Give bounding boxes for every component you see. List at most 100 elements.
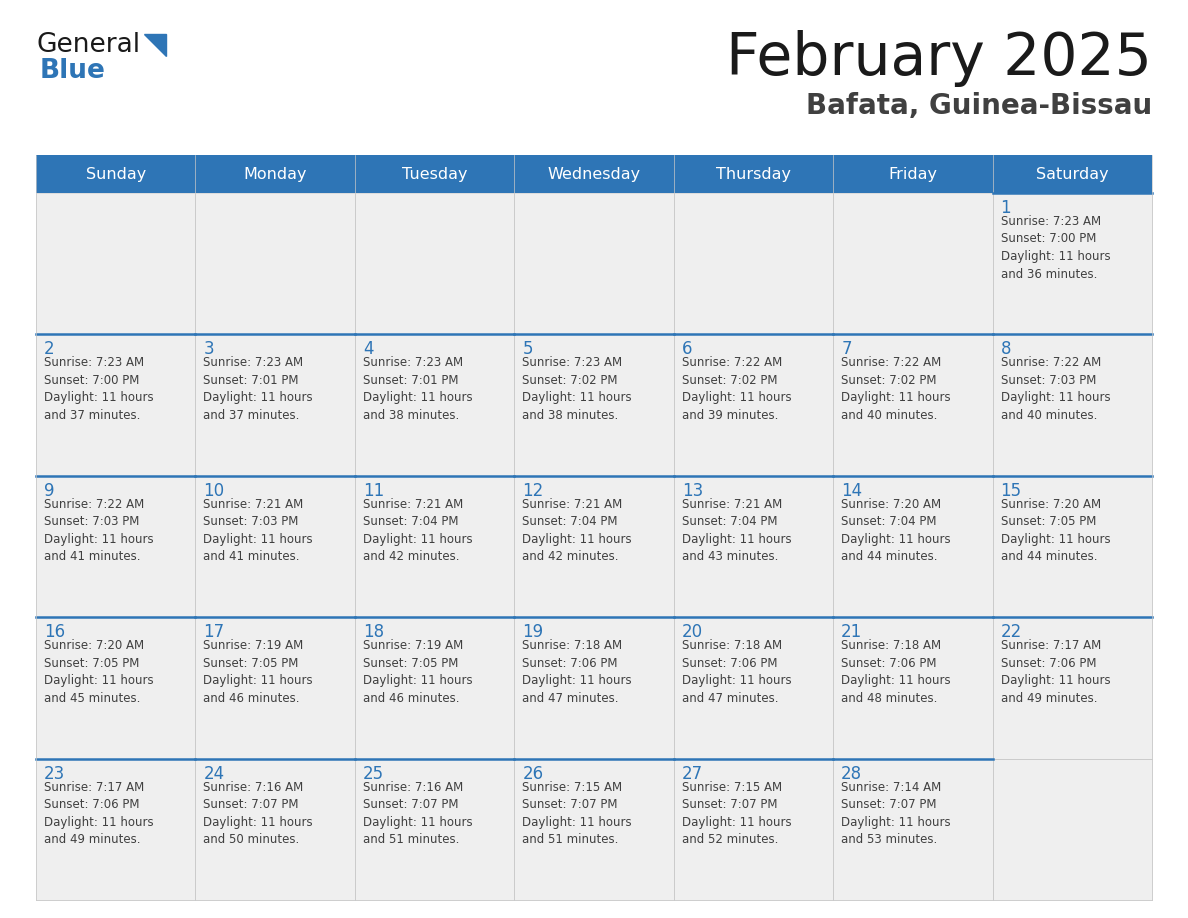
Bar <box>514 476 674 617</box>
Bar <box>355 758 514 900</box>
Text: Bafata, Guinea-Bissau: Bafata, Guinea-Bissau <box>805 92 1152 120</box>
Text: Saturday: Saturday <box>1036 166 1108 182</box>
Text: Sunrise: 7:19 AM
Sunset: 7:05 PM
Daylight: 11 hours
and 46 minutes.: Sunrise: 7:19 AM Sunset: 7:05 PM Dayligh… <box>362 639 473 705</box>
Text: Sunrise: 7:22 AM
Sunset: 7:03 PM
Daylight: 11 hours
and 40 minutes.: Sunrise: 7:22 AM Sunset: 7:03 PM Dayligh… <box>1000 356 1111 422</box>
Text: 24: 24 <box>203 765 225 783</box>
Text: 3: 3 <box>203 341 214 358</box>
Text: 8: 8 <box>1000 341 1011 358</box>
Text: Friday: Friday <box>889 166 937 182</box>
Text: Sunrise: 7:18 AM
Sunset: 7:06 PM
Daylight: 11 hours
and 47 minutes.: Sunrise: 7:18 AM Sunset: 7:06 PM Dayligh… <box>523 639 632 705</box>
Bar <box>833 334 992 476</box>
Text: Thursday: Thursday <box>716 166 791 182</box>
Text: 28: 28 <box>841 765 862 783</box>
Text: Sunrise: 7:17 AM
Sunset: 7:06 PM
Daylight: 11 hours
and 49 minutes.: Sunrise: 7:17 AM Sunset: 7:06 PM Dayligh… <box>44 780 153 846</box>
Text: 26: 26 <box>523 765 543 783</box>
Bar <box>833 193 992 334</box>
Bar <box>36 193 196 334</box>
Text: Sunrise: 7:22 AM
Sunset: 7:02 PM
Daylight: 11 hours
and 40 minutes.: Sunrise: 7:22 AM Sunset: 7:02 PM Dayligh… <box>841 356 950 422</box>
Bar <box>514 334 674 476</box>
Text: 18: 18 <box>362 623 384 641</box>
Text: 6: 6 <box>682 341 693 358</box>
Text: Sunrise: 7:16 AM
Sunset: 7:07 PM
Daylight: 11 hours
and 51 minutes.: Sunrise: 7:16 AM Sunset: 7:07 PM Dayligh… <box>362 780 473 846</box>
Text: 7: 7 <box>841 341 852 358</box>
Text: Sunrise: 7:21 AM
Sunset: 7:04 PM
Daylight: 11 hours
and 42 minutes.: Sunrise: 7:21 AM Sunset: 7:04 PM Dayligh… <box>523 498 632 564</box>
Bar <box>992 193 1152 334</box>
Bar <box>36 758 196 900</box>
Text: 13: 13 <box>682 482 703 499</box>
Bar <box>674 476 833 617</box>
Bar <box>833 758 992 900</box>
Text: Sunrise: 7:21 AM
Sunset: 7:04 PM
Daylight: 11 hours
and 42 minutes.: Sunrise: 7:21 AM Sunset: 7:04 PM Dayligh… <box>362 498 473 564</box>
Bar <box>36 334 196 476</box>
Bar <box>196 617 355 758</box>
Text: Monday: Monday <box>244 166 307 182</box>
Polygon shape <box>144 34 166 56</box>
Bar <box>196 155 355 193</box>
Bar <box>196 758 355 900</box>
Text: Sunrise: 7:23 AM
Sunset: 7:00 PM
Daylight: 11 hours
and 37 minutes.: Sunrise: 7:23 AM Sunset: 7:00 PM Dayligh… <box>44 356 153 422</box>
Text: Sunrise: 7:22 AM
Sunset: 7:03 PM
Daylight: 11 hours
and 41 minutes.: Sunrise: 7:22 AM Sunset: 7:03 PM Dayligh… <box>44 498 153 564</box>
Text: Tuesday: Tuesday <box>402 166 467 182</box>
Text: 15: 15 <box>1000 482 1022 499</box>
Text: 23: 23 <box>44 765 65 783</box>
Text: Sunrise: 7:23 AM
Sunset: 7:01 PM
Daylight: 11 hours
and 37 minutes.: Sunrise: 7:23 AM Sunset: 7:01 PM Dayligh… <box>203 356 314 422</box>
Text: 19: 19 <box>523 623 543 641</box>
Text: General: General <box>36 32 140 58</box>
Text: Sunrise: 7:18 AM
Sunset: 7:06 PM
Daylight: 11 hours
and 48 minutes.: Sunrise: 7:18 AM Sunset: 7:06 PM Dayligh… <box>841 639 950 705</box>
Bar <box>355 193 514 334</box>
Text: Sunrise: 7:17 AM
Sunset: 7:06 PM
Daylight: 11 hours
and 49 minutes.: Sunrise: 7:17 AM Sunset: 7:06 PM Dayligh… <box>1000 639 1111 705</box>
Bar <box>674 617 833 758</box>
Text: Blue: Blue <box>40 58 106 84</box>
Bar <box>833 476 992 617</box>
Bar <box>674 758 833 900</box>
Text: 10: 10 <box>203 482 225 499</box>
Text: Sunrise: 7:23 AM
Sunset: 7:00 PM
Daylight: 11 hours
and 36 minutes.: Sunrise: 7:23 AM Sunset: 7:00 PM Dayligh… <box>1000 215 1111 281</box>
Text: Sunrise: 7:16 AM
Sunset: 7:07 PM
Daylight: 11 hours
and 50 minutes.: Sunrise: 7:16 AM Sunset: 7:07 PM Dayligh… <box>203 780 314 846</box>
Bar <box>992 155 1152 193</box>
Bar <box>674 155 833 193</box>
Bar <box>36 155 196 193</box>
Text: Sunrise: 7:19 AM
Sunset: 7:05 PM
Daylight: 11 hours
and 46 minutes.: Sunrise: 7:19 AM Sunset: 7:05 PM Dayligh… <box>203 639 314 705</box>
Text: Sunday: Sunday <box>86 166 146 182</box>
Bar <box>514 758 674 900</box>
Text: 27: 27 <box>682 765 703 783</box>
Text: 1: 1 <box>1000 199 1011 217</box>
Bar <box>833 617 992 758</box>
Text: Sunrise: 7:20 AM
Sunset: 7:05 PM
Daylight: 11 hours
and 45 minutes.: Sunrise: 7:20 AM Sunset: 7:05 PM Dayligh… <box>44 639 153 705</box>
Bar <box>355 334 514 476</box>
Text: 9: 9 <box>44 482 55 499</box>
Bar <box>674 193 833 334</box>
Text: Sunrise: 7:23 AM
Sunset: 7:01 PM
Daylight: 11 hours
and 38 minutes.: Sunrise: 7:23 AM Sunset: 7:01 PM Dayligh… <box>362 356 473 422</box>
Bar <box>36 617 196 758</box>
Text: Sunrise: 7:20 AM
Sunset: 7:04 PM
Daylight: 11 hours
and 44 minutes.: Sunrise: 7:20 AM Sunset: 7:04 PM Dayligh… <box>841 498 950 564</box>
Text: 11: 11 <box>362 482 384 499</box>
Bar <box>992 334 1152 476</box>
Text: 21: 21 <box>841 623 862 641</box>
Text: Sunrise: 7:20 AM
Sunset: 7:05 PM
Daylight: 11 hours
and 44 minutes.: Sunrise: 7:20 AM Sunset: 7:05 PM Dayligh… <box>1000 498 1111 564</box>
Text: Sunrise: 7:21 AM
Sunset: 7:03 PM
Daylight: 11 hours
and 41 minutes.: Sunrise: 7:21 AM Sunset: 7:03 PM Dayligh… <box>203 498 314 564</box>
Bar <box>196 476 355 617</box>
Text: 4: 4 <box>362 341 373 358</box>
Bar <box>992 476 1152 617</box>
Text: Sunrise: 7:18 AM
Sunset: 7:06 PM
Daylight: 11 hours
and 47 minutes.: Sunrise: 7:18 AM Sunset: 7:06 PM Dayligh… <box>682 639 791 705</box>
Text: 5: 5 <box>523 341 532 358</box>
Text: Sunrise: 7:15 AM
Sunset: 7:07 PM
Daylight: 11 hours
and 52 minutes.: Sunrise: 7:15 AM Sunset: 7:07 PM Dayligh… <box>682 780 791 846</box>
Text: Sunrise: 7:15 AM
Sunset: 7:07 PM
Daylight: 11 hours
and 51 minutes.: Sunrise: 7:15 AM Sunset: 7:07 PM Dayligh… <box>523 780 632 846</box>
Bar <box>355 155 514 193</box>
Text: February 2025: February 2025 <box>726 30 1152 87</box>
Text: 2: 2 <box>44 341 55 358</box>
Bar <box>514 617 674 758</box>
Text: Sunrise: 7:21 AM
Sunset: 7:04 PM
Daylight: 11 hours
and 43 minutes.: Sunrise: 7:21 AM Sunset: 7:04 PM Dayligh… <box>682 498 791 564</box>
Bar <box>833 155 992 193</box>
Bar <box>355 617 514 758</box>
Text: 16: 16 <box>44 623 65 641</box>
Bar <box>196 193 355 334</box>
Bar <box>355 476 514 617</box>
Text: 17: 17 <box>203 623 225 641</box>
Text: 25: 25 <box>362 765 384 783</box>
Text: 14: 14 <box>841 482 862 499</box>
Bar <box>36 476 196 617</box>
Text: 20: 20 <box>682 623 703 641</box>
Text: Wednesday: Wednesday <box>548 166 640 182</box>
Text: Sunrise: 7:22 AM
Sunset: 7:02 PM
Daylight: 11 hours
and 39 minutes.: Sunrise: 7:22 AM Sunset: 7:02 PM Dayligh… <box>682 356 791 422</box>
